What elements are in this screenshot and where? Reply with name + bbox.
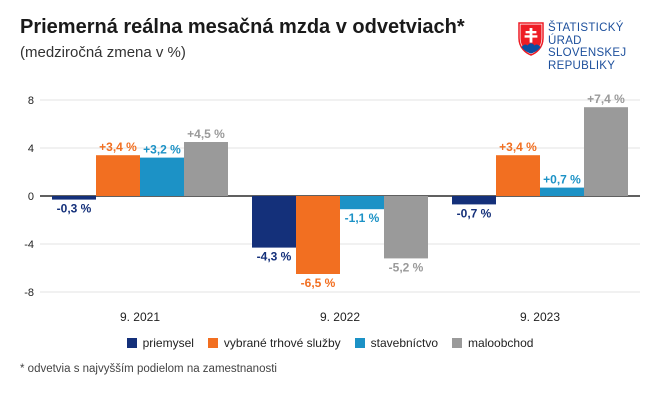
logo-line: ŠTATISTICKÝ bbox=[548, 22, 624, 34]
legend-item: vybrané trhové služby bbox=[207, 336, 341, 350]
x-tick-label: 9. 2021 bbox=[120, 310, 160, 324]
logo-line: SLOVENSKEJ bbox=[548, 47, 627, 59]
legend-label: stavebníctvo bbox=[370, 336, 439, 350]
slovak-coat-of-arms-icon bbox=[518, 22, 544, 56]
bar bbox=[540, 187, 584, 196]
data-label: -0,3 % bbox=[57, 202, 92, 216]
legend-swatch bbox=[452, 338, 463, 348]
data-label: +3,4 % bbox=[499, 140, 537, 154]
bar bbox=[252, 196, 296, 248]
bar bbox=[296, 196, 340, 274]
data-label: -6,5 % bbox=[301, 276, 336, 290]
bar bbox=[184, 142, 228, 196]
x-tick-label: 9. 2022 bbox=[320, 310, 360, 324]
legend-swatch bbox=[354, 338, 365, 348]
data-label: +4,5 % bbox=[187, 127, 225, 141]
data-label: -4,3 % bbox=[257, 250, 292, 264]
logo-text: ŠTATISTICKÝ ÚRAD SLOVENSKEJ REPUBLIKY bbox=[548, 22, 626, 72]
bar bbox=[140, 157, 184, 196]
bar bbox=[340, 196, 384, 210]
bar bbox=[496, 155, 540, 196]
footnote: * odvetvia s najvyšším podielom na zames… bbox=[20, 363, 277, 375]
data-label: -1,1 % bbox=[345, 211, 380, 225]
logo-line: REPUBLIKY bbox=[548, 59, 616, 72]
data-label: +3,4 % bbox=[99, 140, 137, 154]
legend-swatch bbox=[126, 338, 137, 348]
bar bbox=[584, 107, 628, 196]
statistical-office-logo: ŠTATISTICKÝ ÚRAD SLOVENSKEJ REPUBLIKY bbox=[518, 22, 648, 78]
bar bbox=[96, 155, 140, 196]
data-label: +0,7 % bbox=[543, 173, 581, 187]
y-tick-label: 0 bbox=[28, 191, 34, 203]
bar bbox=[452, 196, 496, 205]
legend-label: maloobchod bbox=[468, 336, 534, 350]
data-label: +7,4 % bbox=[587, 92, 625, 106]
data-label: +3,2 % bbox=[143, 143, 181, 157]
y-tick-label: 4 bbox=[28, 143, 34, 155]
legend-item: priemysel bbox=[126, 336, 194, 350]
chart-legend: priemysel vybrané trhové služby stavebníct… bbox=[0, 336, 660, 350]
bar bbox=[384, 196, 428, 259]
logo-line: ÚRAD bbox=[548, 34, 582, 47]
legend-label: priemysel bbox=[142, 336, 194, 350]
x-tick-label: 9. 2023 bbox=[520, 310, 560, 324]
y-tick-label: 8 bbox=[28, 95, 34, 107]
legend-item: maloobchod bbox=[452, 336, 533, 350]
legend-item: stavebníctvo bbox=[354, 336, 439, 350]
y-tick-label: -8 bbox=[24, 287, 34, 299]
legend-swatch bbox=[207, 338, 218, 348]
bar bbox=[52, 196, 96, 200]
chart-subtitle: (medziročná zmena v %) bbox=[20, 44, 186, 61]
legend-label: vybrané trhové služby bbox=[223, 336, 341, 350]
data-label: -5,2 % bbox=[389, 260, 424, 274]
y-tick-label: -4 bbox=[24, 239, 34, 251]
data-label: -0,7 % bbox=[457, 206, 492, 220]
chart-title: Priemerná reálna mesačná mzda v odvetvia… bbox=[20, 16, 465, 38]
